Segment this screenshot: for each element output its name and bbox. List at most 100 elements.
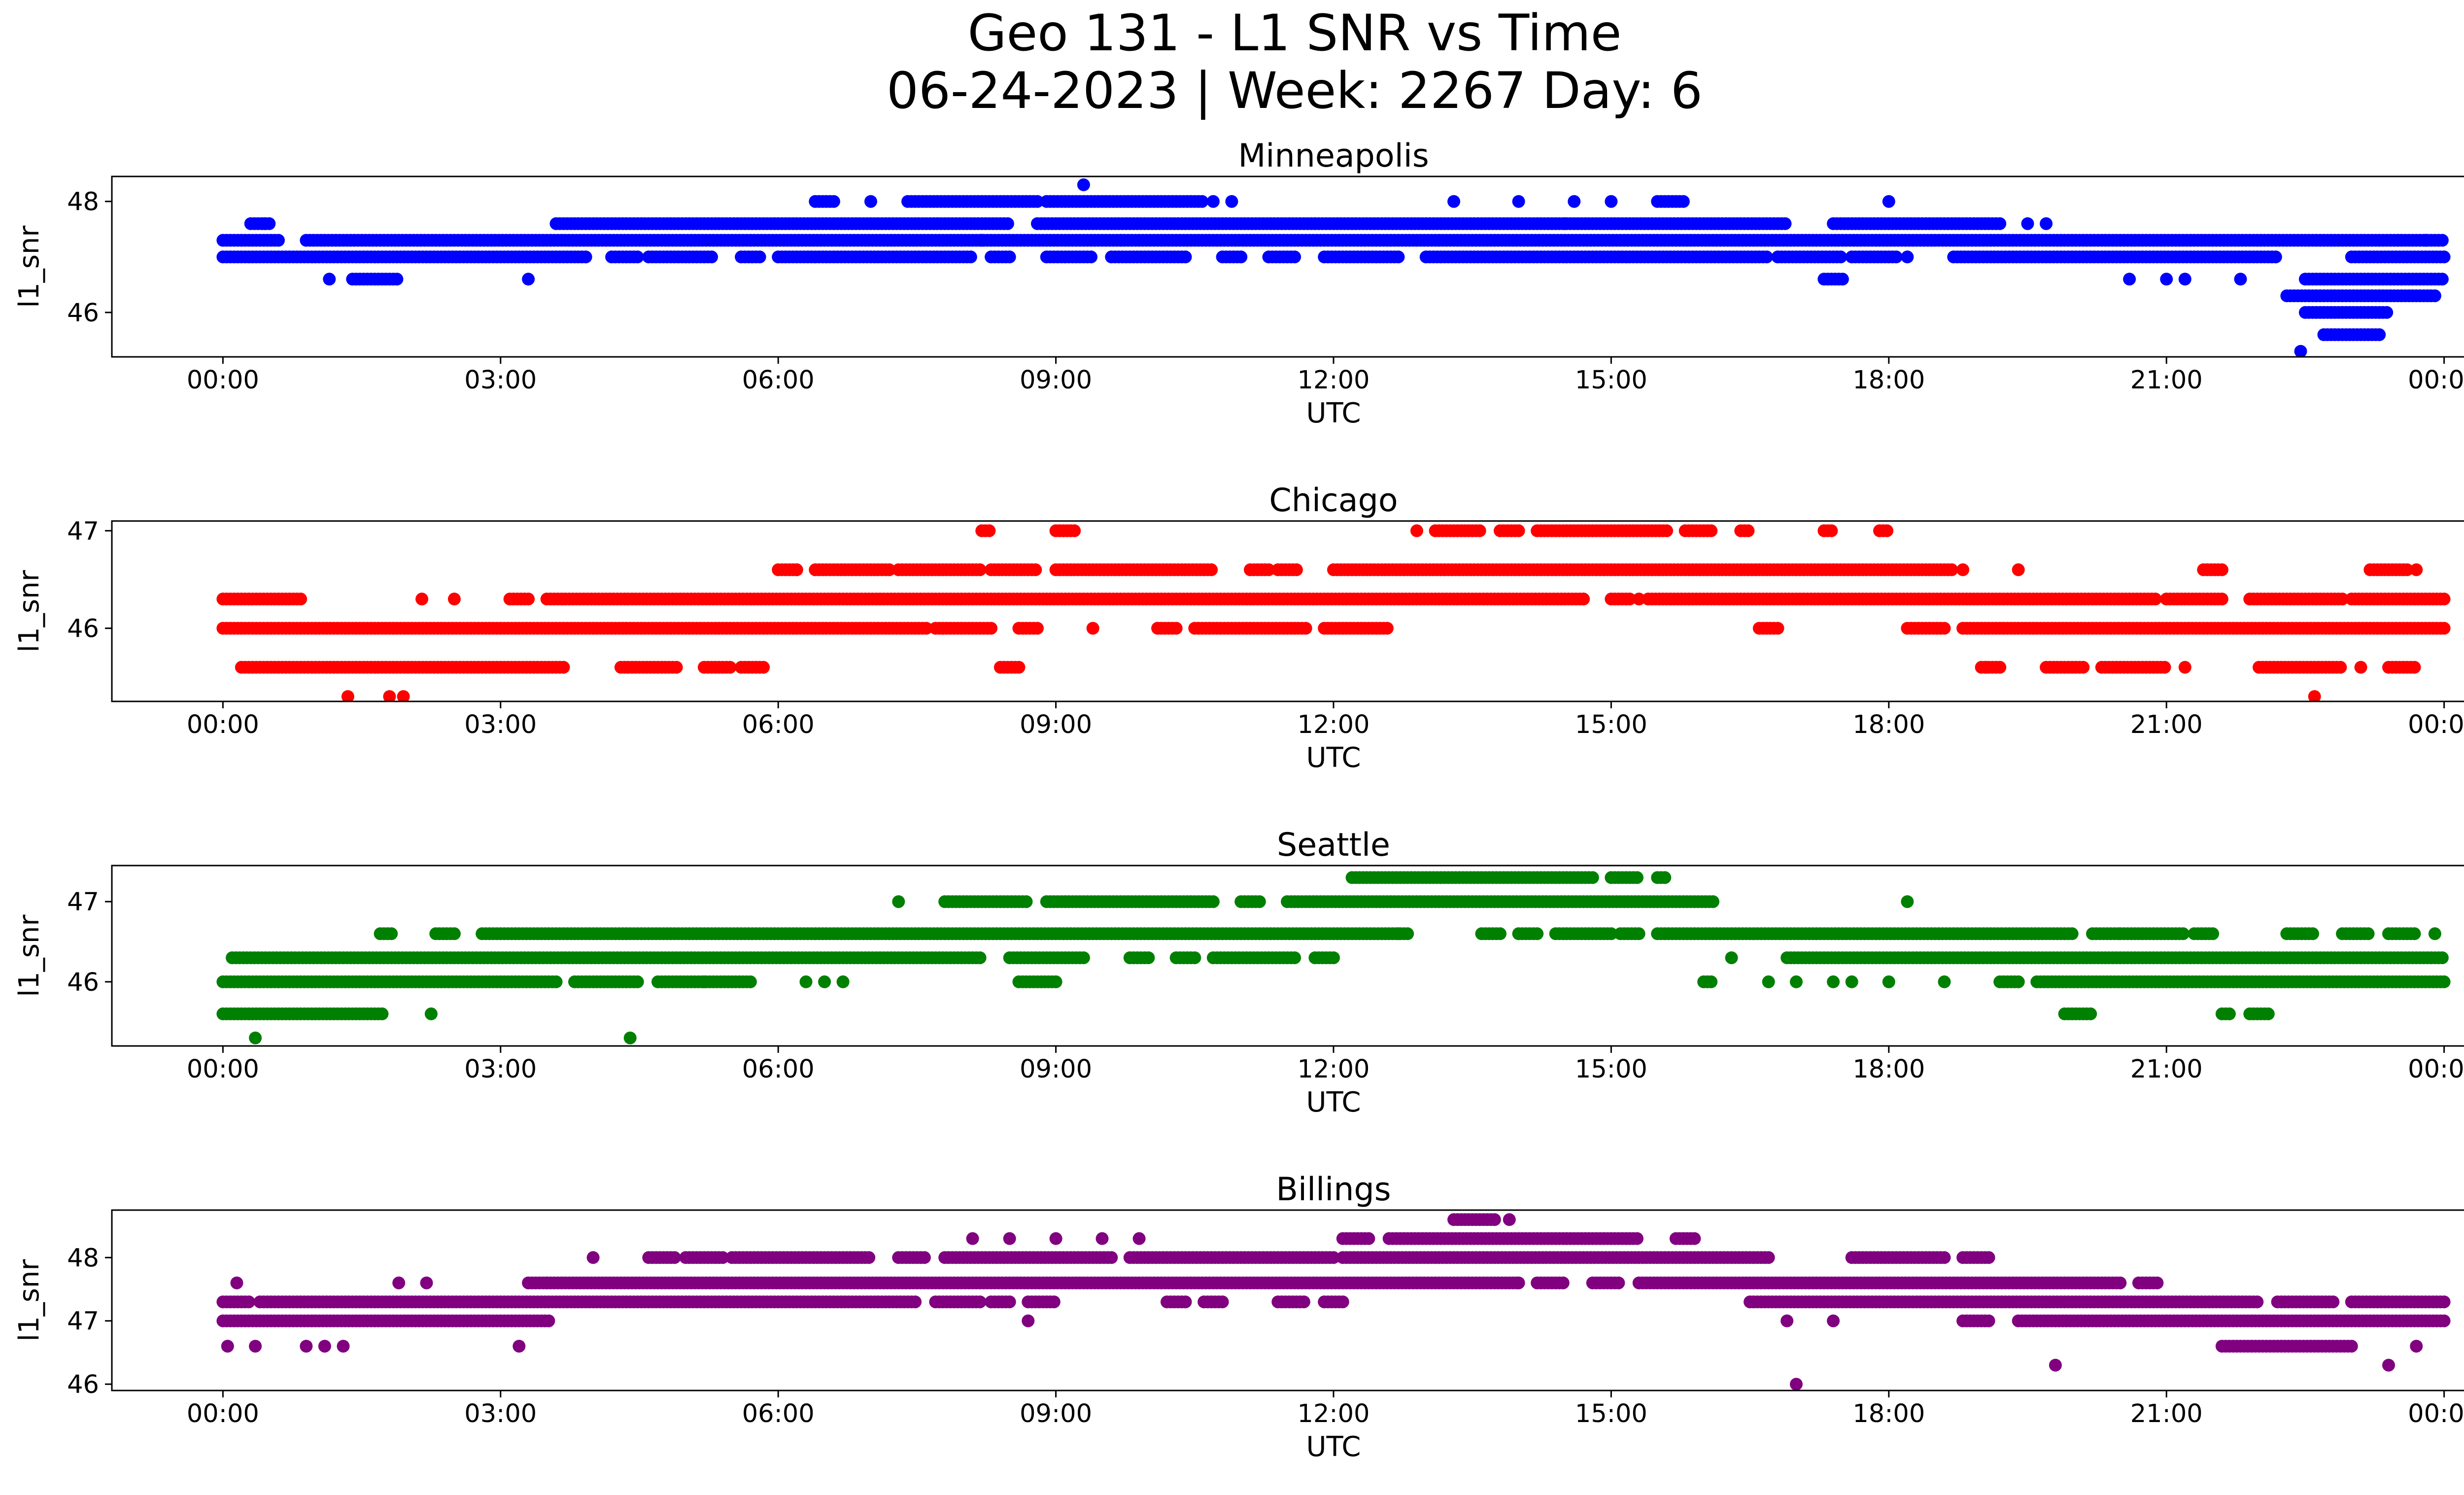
data-point bbox=[1631, 871, 1643, 884]
data-point bbox=[1086, 622, 1099, 635]
data-point bbox=[1169, 622, 1183, 635]
y-tick-label: 47 bbox=[67, 517, 99, 546]
data-points bbox=[216, 871, 2451, 1044]
data-point bbox=[2215, 563, 2228, 576]
x-tick-label: 03:00 bbox=[464, 366, 537, 395]
data-point bbox=[1771, 622, 1784, 635]
data-point bbox=[1288, 951, 1301, 965]
data-point bbox=[2040, 217, 2053, 230]
data-point bbox=[697, 975, 711, 988]
data-point bbox=[975, 234, 989, 247]
data-point bbox=[892, 895, 905, 908]
data-point bbox=[1068, 524, 1081, 537]
data-point bbox=[973, 951, 987, 965]
plot-area bbox=[111, 175, 2464, 358]
data-point bbox=[2206, 927, 2220, 940]
data-point bbox=[2012, 563, 2025, 576]
data-point bbox=[1881, 524, 1894, 537]
data-point bbox=[631, 250, 644, 264]
data-point bbox=[1262, 563, 1275, 576]
data-point bbox=[964, 250, 977, 264]
data-point bbox=[1834, 250, 1848, 264]
data-point bbox=[1707, 895, 1719, 908]
data-point bbox=[1827, 975, 1840, 988]
data-point bbox=[294, 592, 308, 606]
data-point bbox=[1836, 273, 1849, 286]
x-axis-label: UTC bbox=[1306, 1086, 1361, 1118]
data-point bbox=[376, 1007, 389, 1020]
data-point bbox=[1473, 524, 1486, 537]
data-point bbox=[1901, 250, 1914, 264]
x-tick-label: 00:00 bbox=[187, 1055, 259, 1084]
data-point bbox=[1031, 622, 1044, 635]
data-point bbox=[1901, 895, 1914, 908]
data-point bbox=[1632, 927, 1645, 940]
data-point bbox=[579, 250, 592, 264]
x-tick-label: 03:00 bbox=[464, 710, 537, 739]
data-point bbox=[2178, 273, 2191, 286]
data-point bbox=[1558, 217, 1572, 230]
data-point bbox=[1410, 524, 1423, 537]
data-point bbox=[2177, 927, 2190, 940]
data-point bbox=[836, 975, 850, 988]
data-point bbox=[2361, 927, 2375, 940]
data-point bbox=[1956, 563, 1970, 576]
data-point bbox=[1151, 622, 1164, 635]
y-axis-label: l1_snr bbox=[13, 225, 45, 308]
data-point bbox=[1003, 250, 1016, 264]
x-tick-label: 00:00 bbox=[2408, 366, 2464, 395]
data-point bbox=[1993, 217, 2007, 230]
y-tick-label: 46 bbox=[67, 299, 99, 328]
x-tick-label: 15:00 bbox=[1575, 366, 1647, 395]
data-point bbox=[1725, 951, 1738, 965]
figure-title-line2: 06-24-2023 | Week: 2267 Day: 6 bbox=[887, 62, 1703, 120]
data-point bbox=[1142, 951, 1155, 965]
data-point bbox=[1845, 975, 1858, 988]
data-point bbox=[2261, 1007, 2275, 1020]
data-point bbox=[522, 592, 535, 606]
data-point bbox=[447, 927, 461, 940]
data-point bbox=[2428, 927, 2441, 940]
data-point bbox=[2065, 927, 2079, 940]
data-point bbox=[799, 975, 813, 988]
data-point bbox=[1288, 250, 1301, 264]
x-tick-label: 00:00 bbox=[187, 366, 259, 395]
data-point bbox=[1206, 895, 1220, 908]
y-tick-label: 47 bbox=[67, 888, 99, 917]
data-point bbox=[1677, 195, 1690, 208]
data-point bbox=[2306, 927, 2319, 940]
data-point bbox=[2380, 306, 2394, 319]
data-point bbox=[1290, 563, 1303, 576]
figure-title-line1: Geo 131 - L1 SNR vs Time bbox=[968, 4, 1622, 63]
data-point bbox=[2336, 592, 2349, 606]
data-point bbox=[1605, 927, 1618, 940]
data-point bbox=[2149, 592, 2162, 606]
data-point bbox=[2084, 1007, 2097, 1020]
data-point bbox=[1632, 592, 1645, 606]
x-tick-label: 06:00 bbox=[742, 1055, 815, 1084]
data-point bbox=[623, 1031, 637, 1044]
data-point bbox=[1938, 975, 1951, 988]
data-point bbox=[2435, 234, 2449, 247]
data-point bbox=[249, 1031, 262, 1044]
y-axis-label: l1_snr bbox=[13, 914, 45, 997]
data-point bbox=[1188, 951, 1201, 965]
y-tick-label: 46 bbox=[67, 968, 99, 997]
data-point bbox=[2021, 217, 2034, 230]
plot-area bbox=[111, 520, 2464, 702]
data-point bbox=[1605, 195, 1618, 208]
data-point bbox=[549, 975, 563, 988]
data-point bbox=[1077, 178, 1090, 191]
data-point bbox=[2354, 661, 2367, 674]
x-tick-label: 12:00 bbox=[1298, 710, 1370, 739]
x-tick-label: 00:00 bbox=[187, 710, 259, 739]
data-point bbox=[415, 592, 429, 606]
data-point bbox=[323, 273, 336, 286]
x-tick-label: 00:00 bbox=[2408, 710, 2464, 739]
data-point bbox=[1512, 195, 1525, 208]
data-point bbox=[2428, 289, 2441, 303]
subplot-title: Billings bbox=[1276, 1171, 1391, 1208]
